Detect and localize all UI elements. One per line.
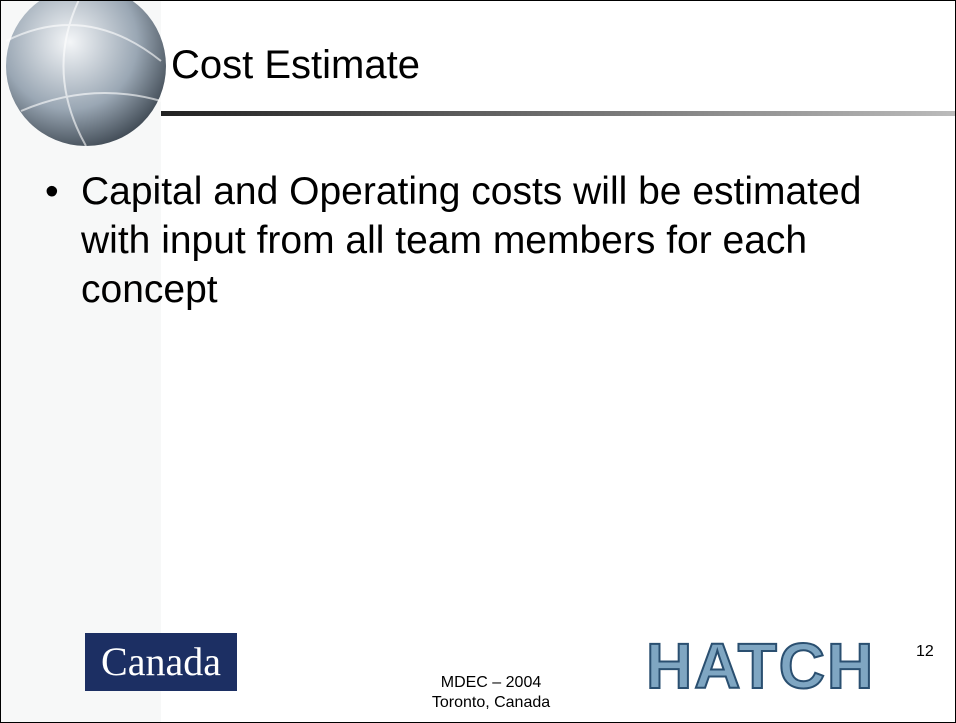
hatch-logo: HATCH bbox=[645, 629, 876, 703]
bullet: • Capital and Operating costs will be est… bbox=[45, 170, 862, 311]
bullet-text: Capital and Operating costs will be esti… bbox=[81, 170, 862, 311]
footer-line: Toronto, Canada bbox=[431, 694, 551, 711]
title-rule bbox=[161, 111, 955, 116]
footer: MDEC – 2004 Toronto, Canada bbox=[391, 673, 591, 713]
title: Cost Estimate bbox=[171, 43, 420, 87]
globe bbox=[6, 1, 166, 146]
page-number: 12 bbox=[916, 643, 934, 660]
canada-logo: Canada bbox=[85, 633, 237, 691]
footer-line: MDEC – 2004 bbox=[440, 674, 542, 691]
